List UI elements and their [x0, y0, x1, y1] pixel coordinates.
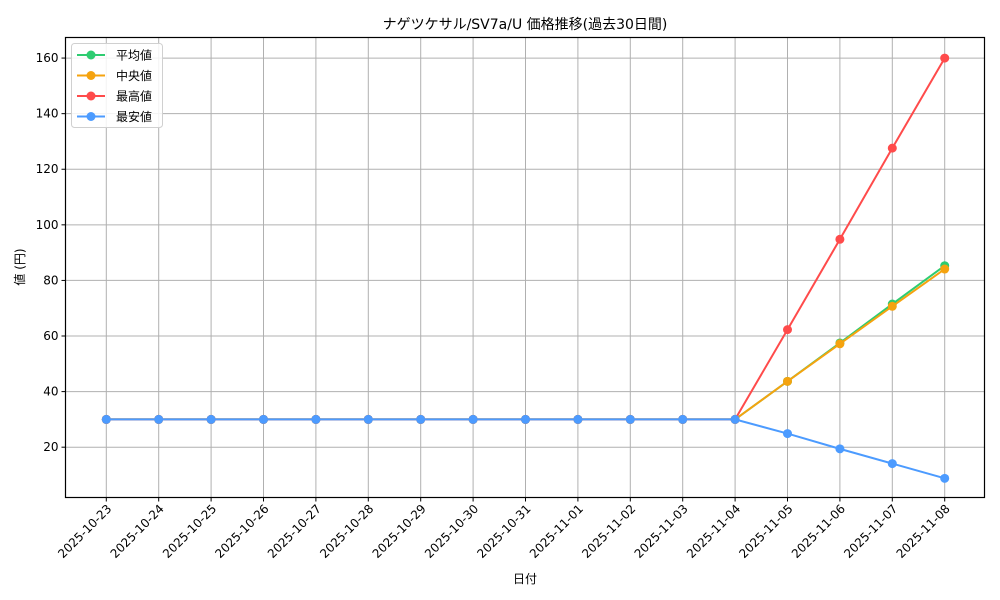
data-point — [940, 473, 950, 483]
data-point — [835, 339, 845, 349]
legend-marker — [86, 112, 96, 121]
x-axis-label: 日付 — [513, 572, 537, 586]
legend-marker — [86, 50, 96, 60]
x-tick-label: 2025-10-25 — [160, 502, 219, 561]
x-tick-label: 2025-10-23 — [55, 502, 114, 561]
data-point — [154, 414, 164, 424]
series-lines — [101, 53, 950, 483]
data-point — [311, 414, 321, 424]
legend-label: 最安値 — [116, 109, 152, 124]
x-tick-label: 2025-11-05 — [736, 502, 795, 561]
legend-box — [71, 43, 163, 128]
x-tick-label: 2025-11-04 — [684, 502, 743, 561]
x-tick-label: 2025-10-31 — [474, 502, 533, 561]
data-point — [835, 444, 845, 454]
data-point — [678, 414, 688, 424]
y-axis: 20 40 60 80 100 120 140 160 — [36, 51, 66, 454]
y-tick-label: 60 — [43, 329, 58, 343]
data-point — [573, 414, 583, 424]
data-point — [887, 459, 897, 469]
x-tick-label: 2025-10-29 — [370, 502, 429, 561]
x-tick-label: 2025-11-06 — [789, 502, 848, 561]
legend-item: 最高値 — [77, 89, 152, 104]
data-point — [887, 301, 897, 311]
legend-marker — [86, 71, 96, 80]
y-axis-label: 値 (円) — [12, 248, 27, 285]
data-point — [940, 53, 950, 63]
data-point — [521, 414, 530, 424]
data-point — [625, 414, 635, 424]
data-point — [887, 143, 897, 153]
x-tick-label: 2025-10-26 — [212, 502, 271, 561]
data-point — [206, 414, 216, 424]
y-tick-label: 100 — [36, 218, 59, 232]
x-tick-label: 2025-11-01 — [527, 502, 586, 561]
legend-label: 平均値 — [116, 48, 152, 63]
data-point — [101, 414, 111, 424]
data-point — [259, 414, 268, 424]
y-tick-label: 40 — [43, 385, 58, 399]
legend-item: 平均値 — [77, 48, 152, 63]
legend-label: 中央値 — [116, 68, 152, 83]
y-tick-label: 20 — [43, 440, 58, 454]
y-tick-label: 140 — [36, 107, 59, 121]
legend-label: 最高値 — [116, 89, 152, 104]
grid — [65, 37, 985, 498]
legend-marker — [86, 91, 96, 101]
data-point — [363, 414, 373, 424]
legend-item: 最安値 — [77, 109, 152, 124]
x-tick-label: 2025-10-28 — [317, 502, 376, 561]
x-tick-label: 2025-11-07 — [841, 502, 900, 561]
y-tick-label: 80 — [43, 273, 58, 287]
x-tick-label: 2025-10-24 — [108, 502, 167, 561]
data-point — [835, 234, 845, 244]
data-point — [416, 414, 426, 424]
data-point — [940, 264, 950, 274]
series-3 — [101, 414, 950, 483]
data-point — [730, 414, 740, 424]
data-point — [468, 414, 478, 424]
x-tick-label: 2025-11-08 — [894, 502, 953, 561]
x-tick-label: 2025-10-30 — [422, 502, 481, 561]
legend-item: 中央値 — [77, 68, 152, 83]
x-tick-label: 2025-11-02 — [579, 502, 638, 561]
data-point — [783, 376, 792, 386]
x-axis: 2025-10-232025-10-242025-10-252025-10-26… — [55, 497, 953, 561]
x-tick-label: 2025-10-27 — [265, 502, 324, 561]
y-tick-label: 160 — [36, 51, 59, 65]
y-tick-label: 120 — [36, 162, 59, 176]
data-point — [783, 325, 792, 335]
x-tick-label: 2025-11-03 — [632, 502, 691, 561]
data-point — [783, 429, 792, 439]
chart-title: ナゲツケサル/SV7a/U 価格推移(過去30日間) — [383, 17, 668, 33]
